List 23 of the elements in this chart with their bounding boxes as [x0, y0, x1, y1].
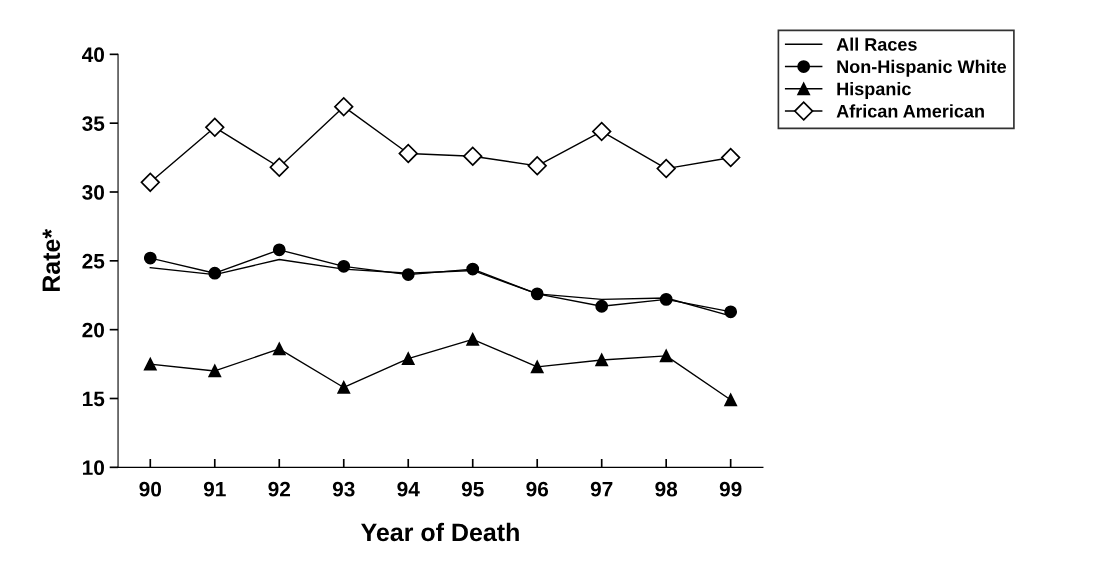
legend-label: Non-Hispanic White	[837, 59, 1007, 77]
x-tick-label: 91	[203, 481, 226, 497]
x-tick-label: 95	[461, 481, 484, 497]
legend-label: Hispanic	[837, 82, 911, 99]
x-tick-label: 93	[332, 481, 355, 497]
x-tick-label: 97	[590, 481, 613, 497]
y-tick-label: 30	[82, 185, 104, 200]
x-tick-label: 92	[268, 481, 291, 497]
x-tick-label: 98	[655, 481, 678, 497]
y-tick-label: 40	[81, 47, 104, 63]
x-tick-label: 94	[397, 481, 420, 497]
legend-label: African American	[836, 104, 984, 118]
legend-label: All Races	[836, 37, 917, 51]
x-tick-label: 96	[526, 481, 549, 497]
y-tick-label: 35	[82, 116, 105, 131]
y-tick-label: 10	[82, 460, 104, 476]
y-tick-label: 25	[82, 253, 105, 269]
y-tick-label: 15	[82, 391, 105, 407]
y-tick-label: 20	[82, 322, 104, 338]
x-axis-title: Year of Death	[361, 522, 519, 542]
x-tick-label: 90	[139, 481, 162, 497]
x-tick-label: 99	[719, 481, 742, 497]
y-axis-title: Rate*	[42, 228, 61, 292]
